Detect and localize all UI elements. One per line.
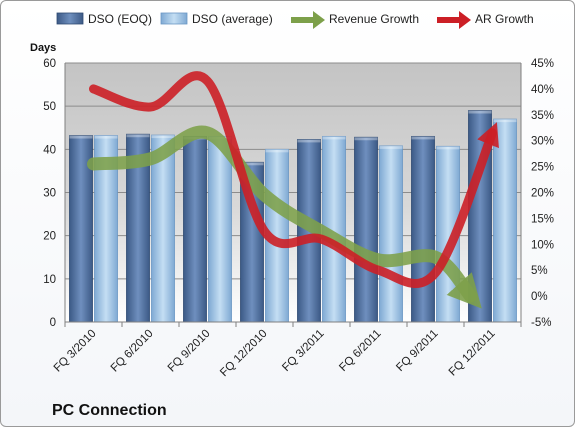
legend-label: DSO (EOQ): [88, 12, 152, 26]
bar-highlight: [411, 136, 435, 140]
bar-dso-eoq: [411, 135, 435, 323]
right-tick-label: 25%: [531, 162, 554, 174]
revenue-growth-line: [87, 125, 482, 309]
bar-highlight: [240, 162, 264, 166]
right-tick-label: -5%: [531, 317, 551, 329]
right-tick-label: 40%: [531, 84, 554, 96]
bar-highlight: [468, 110, 492, 114]
right-tick-label: 10%: [531, 239, 554, 251]
legend-swatch: [56, 12, 84, 25]
left-tick-label: 30: [43, 188, 56, 200]
right-tick-label: 45%: [531, 58, 554, 70]
right-tick-label: 0%: [531, 291, 548, 303]
bar-dso-average: [493, 118, 517, 323]
bar-highlight: [354, 137, 378, 141]
company-label: PC Connection: [52, 402, 167, 419]
legend-arrow: [437, 11, 471, 29]
left-tick-label: 60: [43, 58, 56, 70]
bar-highlight: [322, 136, 346, 140]
legend: DSO (EOQ) DSO (average) Revenue Growth AR G…: [56, 11, 534, 29]
x-tick-label: FQ 3/2010: [52, 328, 99, 375]
bar-series: [69, 110, 517, 323]
right-tick-label: 15%: [531, 213, 554, 225]
bar-highlight: [265, 149, 289, 153]
legend-label: DSO (average): [192, 12, 273, 26]
bar-dso-average: [208, 135, 232, 323]
right-tick-label: 35%: [531, 110, 554, 122]
bar-dso-average: [379, 145, 403, 323]
x-axis-ticks: FQ 3/2010 FQ 6/2010 FQ 9/2010 FQ 12/2010 FQ …: [52, 328, 498, 379]
right-tick-label: 30%: [531, 136, 554, 148]
bar-dso-eoq: [354, 136, 378, 323]
x-tick-label: FQ 6/2011: [337, 328, 383, 374]
bar-highlight: [493, 119, 517, 123]
x-tick-label: FQ 12/2011: [447, 328, 498, 379]
x-tick-label: FQ 12/2010: [218, 328, 269, 379]
axes: [64, 63, 522, 327]
bar-dso-eoq: [183, 135, 207, 323]
bar-highlight: [436, 146, 460, 150]
bar-highlight: [297, 139, 321, 143]
bar-highlight: [94, 135, 118, 139]
ar-growth-line: [89, 71, 499, 289]
left-tick-label: 20: [43, 231, 56, 243]
x-tick-label: FQ 6/2010: [109, 328, 156, 375]
legend-label: Revenue Growth: [329, 12, 419, 26]
x-tick-label: FQ 9/2010: [166, 328, 213, 375]
y-axis-title: Days: [30, 42, 56, 54]
x-tick-label: FQ 3/2011: [280, 328, 326, 374]
right-axis-ticks: -5% 0% 5% 10% 15% 20% 25% 30% 35% 40% 45%: [531, 58, 554, 329]
x-tick-label: FQ 9/2011: [394, 328, 440, 374]
bar-highlight: [69, 135, 93, 139]
right-tick-label: 5%: [531, 265, 548, 277]
left-tick-label: 50: [43, 101, 56, 113]
line-series: [87, 71, 499, 309]
left-tick-label: 10: [43, 274, 56, 286]
bar-highlight: [151, 135, 175, 139]
left-tick-label: 40: [43, 144, 56, 156]
right-tick-label: 20%: [531, 188, 554, 200]
legend-arrow: [291, 11, 325, 29]
bar-highlight: [126, 134, 150, 138]
left-axis-ticks: 0 10 20 30 40 50 60: [43, 58, 56, 329]
left-tick-label: 0: [50, 317, 56, 329]
bar-highlight: [379, 145, 403, 149]
legend-swatch: [160, 12, 188, 25]
legend-label: AR Growth: [475, 12, 534, 26]
